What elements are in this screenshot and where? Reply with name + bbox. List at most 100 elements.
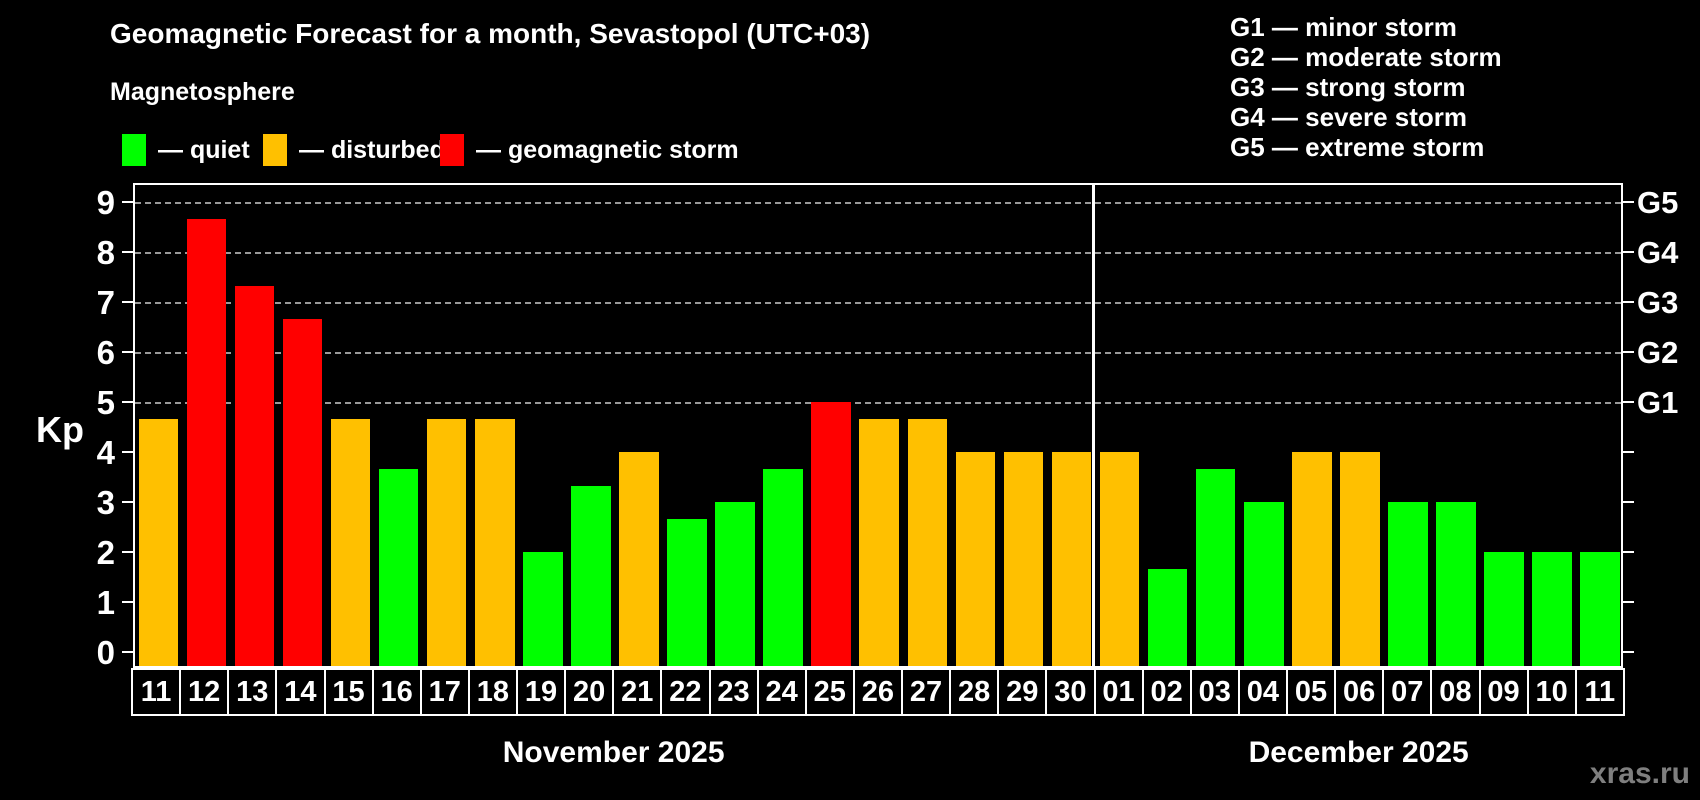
g-legend-line-4: G4 — severe storm — [1230, 102, 1468, 132]
y-axis-tick-left — [122, 501, 133, 503]
watermark: xras.ru — [1589, 757, 1690, 790]
day-label-box: 25 — [804, 668, 855, 716]
gridline-kp5 — [135, 402, 1621, 404]
y-tick-label: 8 — [96, 234, 115, 271]
storm-color-swatch — [440, 134, 464, 166]
day-label-box: 24 — [756, 668, 807, 716]
y-axis-tick-right — [1623, 501, 1634, 503]
y-tick-label: 1 — [96, 584, 115, 621]
kp-bar-01 — [1099, 452, 1140, 666]
disturbed-color-swatch — [263, 134, 287, 166]
month-label-0: November 2025 — [502, 736, 725, 769]
quiet-color-swatch — [122, 134, 146, 166]
day-label-box: 23 — [708, 668, 759, 716]
y-tick-label: 4 — [96, 434, 115, 471]
kp-bar-03 — [1195, 468, 1236, 666]
y-axis-tick-left — [122, 351, 133, 353]
day-label-box: 20 — [564, 668, 615, 716]
y-tick-label: 2 — [96, 534, 115, 571]
g-level-label-g1: G1 — [1637, 385, 1679, 420]
kp-bar-25 — [811, 402, 851, 666]
day-label-box: 22 — [660, 668, 711, 716]
g-level-label-g4: G4 — [1637, 235, 1679, 270]
y-axis-tick-right — [1623, 201, 1634, 203]
kp-bar-17 — [426, 418, 467, 666]
kp-bar-13 — [234, 285, 275, 666]
kp-bar-15 — [330, 418, 371, 666]
y-axis-tick-left — [122, 601, 133, 603]
day-label-box: 10 — [1526, 668, 1577, 716]
legend-item-disturbed: — disturbed — [263, 134, 445, 166]
kp-bar-11 — [138, 418, 179, 666]
month-label-1: December 2025 — [1248, 736, 1469, 769]
day-label-box: 21 — [612, 668, 663, 716]
g-legend-line-5: G5 — extreme storm — [1230, 132, 1485, 162]
day-label-box: 13 — [227, 668, 278, 716]
kp-bar-11 — [1580, 552, 1620, 666]
y-axis-tick-right — [1623, 351, 1634, 353]
kp-bar-24 — [763, 468, 803, 666]
kp-bar-16 — [378, 468, 419, 666]
kp-bar-02 — [1147, 568, 1188, 666]
day-label-box: 28 — [949, 668, 1000, 716]
day-label-box: 02 — [1141, 668, 1192, 716]
kp-bar-21 — [619, 452, 659, 666]
y-axis-tick-right — [1623, 551, 1634, 553]
kp-bar-19 — [523, 552, 563, 666]
y-axis-tick-right — [1623, 251, 1634, 253]
gridline-kp8 — [135, 252, 1621, 254]
kp-bar-23 — [715, 502, 755, 666]
y-tick-label: 9 — [96, 184, 115, 221]
y-tick-label: 5 — [96, 384, 115, 421]
kp-bar-05 — [1292, 452, 1332, 666]
gridline-kp9 — [135, 202, 1621, 204]
kp-bar-07 — [1388, 502, 1428, 666]
y-axis-tick-right — [1623, 401, 1634, 403]
y-tick-label: 7 — [96, 284, 115, 321]
kp-bar-27 — [907, 418, 948, 666]
day-label-box: 01 — [1093, 668, 1144, 716]
y-axis-tick-right — [1623, 601, 1634, 603]
day-label-box: 29 — [997, 668, 1048, 716]
y-axis-tick-right — [1623, 301, 1634, 303]
day-label-box: 30 — [1045, 668, 1096, 716]
kp-bar-26 — [859, 418, 900, 666]
kp-bar-22 — [667, 518, 707, 666]
y-axis-tick-left — [122, 551, 133, 553]
gridline-kp6 — [135, 352, 1621, 354]
kp-bar-20 — [571, 485, 611, 666]
y-tick-label: 3 — [96, 484, 115, 521]
y-tick-label: 6 — [96, 334, 115, 371]
kp-bar-10 — [1532, 552, 1572, 666]
legend-label-quiet: — quiet — [158, 135, 250, 164]
day-label-box: 03 — [1189, 668, 1240, 716]
day-label-box: 19 — [516, 668, 567, 716]
y-axis-tick-left — [122, 651, 133, 653]
y-axis-tick-left — [122, 301, 133, 303]
kp-bar-06 — [1340, 452, 1380, 666]
day-label-box: 15 — [323, 668, 374, 716]
legend-item-quiet: — quiet — [122, 134, 250, 166]
chart-title: Geomagnetic Forecast for a month, Sevast… — [110, 18, 871, 49]
kp-bar-18 — [474, 418, 515, 666]
kp-bar-29 — [1003, 452, 1044, 666]
y-axis-tick-left — [122, 201, 133, 203]
y-axis-tick-left — [122, 451, 133, 453]
legend-label-storm: — geomagnetic storm — [476, 135, 739, 164]
y-axis-tick-right — [1623, 651, 1634, 653]
y-axis-tick-right — [1623, 451, 1634, 453]
day-label-box: 09 — [1478, 668, 1529, 716]
g-level-label-g2: G2 — [1637, 335, 1679, 370]
day-label-box: 18 — [467, 668, 518, 716]
day-label-box: 08 — [1430, 668, 1481, 716]
day-label-box: 12 — [179, 668, 230, 716]
kp-bar-09 — [1484, 552, 1524, 666]
kp-bar-08 — [1436, 502, 1476, 666]
kp-bar-28 — [955, 452, 996, 666]
day-label-box: 07 — [1382, 668, 1433, 716]
day-label-box: 14 — [275, 668, 326, 716]
day-label-box: 04 — [1237, 668, 1288, 716]
g-legend-line-1: G1 — minor storm — [1230, 12, 1457, 42]
day-label-box: 11 — [1574, 668, 1625, 716]
kp-bar-04 — [1243, 502, 1284, 666]
